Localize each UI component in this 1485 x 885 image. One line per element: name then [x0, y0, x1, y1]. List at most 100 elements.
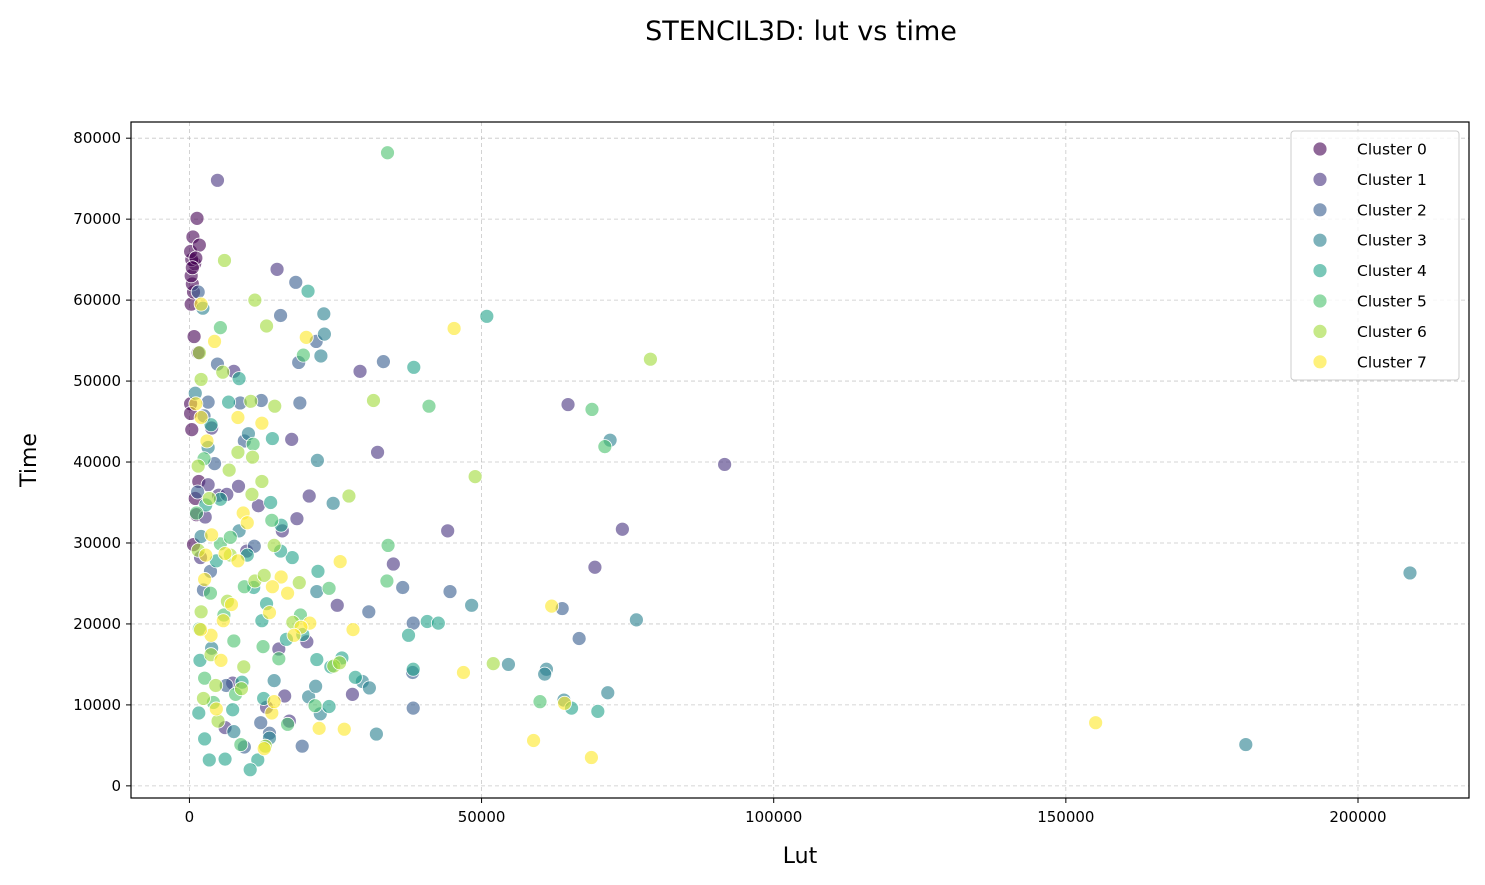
data-point: [442, 584, 458, 599]
data-point: [284, 431, 300, 447]
legend-label: Cluster 0: [1357, 141, 1427, 159]
y-tick-label: 20000: [73, 615, 121, 633]
data-point: [184, 260, 200, 276]
data-point: [345, 622, 361, 638]
legend-marker: [1312, 293, 1328, 309]
data-point: [295, 347, 311, 363]
data-point: [717, 457, 733, 472]
data-point: [201, 752, 217, 768]
legend-label: Cluster 1: [1357, 171, 1427, 189]
data-point: [321, 580, 337, 596]
data-point: [231, 371, 247, 387]
data-point: [292, 395, 308, 411]
data-point: [215, 613, 231, 629]
data-point: [300, 283, 316, 299]
legend-marker: [1312, 354, 1328, 370]
plot-area-frame: [130, 121, 1470, 799]
legend-marker: [1312, 141, 1328, 157]
y-tick-label: 50000: [73, 372, 121, 390]
data-point: [587, 559, 603, 575]
data-point: [193, 604, 209, 620]
data-point: [406, 359, 422, 375]
data-point: [590, 703, 606, 719]
data-point: [191, 237, 207, 253]
data-point: [256, 741, 272, 757]
data-point: [217, 546, 233, 561]
data-point: [243, 393, 259, 409]
data-point: [226, 724, 242, 740]
data-point: [379, 573, 395, 589]
y-tick-label: 30000: [73, 534, 121, 552]
data-point: [189, 210, 205, 226]
data-point: [234, 681, 249, 697]
data-point: [584, 402, 600, 417]
legend-marker: [1312, 202, 1328, 218]
data-point: [336, 721, 352, 737]
data-point: [311, 720, 327, 736]
y-axis-label: Time: [17, 433, 42, 488]
legend-label: Cluster 5: [1357, 293, 1427, 311]
data-point: [262, 605, 277, 621]
data-point: [345, 686, 360, 702]
data-point: [310, 563, 326, 579]
data-point: [341, 488, 357, 504]
series-cluster-7: [188, 296, 1104, 765]
data-point: [352, 363, 368, 379]
legend-box: [1290, 130, 1460, 381]
data-point: [224, 597, 239, 612]
data-point: [201, 491, 217, 506]
data-point: [316, 326, 332, 342]
data-point: [193, 296, 209, 312]
data-point: [191, 705, 207, 721]
data-point: [193, 372, 209, 387]
data-point: [203, 417, 219, 433]
legend-marker: [1312, 171, 1328, 187]
data-point: [203, 585, 218, 601]
chart-title: STENCIL3D: lut vs time: [645, 16, 957, 47]
legend: Cluster 0 Cluster 1 Cluster 2 Cluster 3 Clus…: [1290, 130, 1460, 381]
legend-label: Cluster 2: [1357, 201, 1427, 219]
data-point: [255, 639, 271, 655]
data-point: [614, 521, 630, 537]
legend-marker: [1312, 263, 1328, 279]
data-point: [245, 436, 261, 452]
data-point: [266, 673, 282, 689]
data-point: [286, 627, 302, 643]
data-point: [188, 396, 204, 412]
data-point: [309, 453, 325, 468]
data-point: [190, 484, 206, 500]
data-point: [210, 713, 226, 729]
data-point: [264, 431, 280, 446]
data-point: [643, 351, 658, 367]
data-point: [347, 669, 363, 685]
data-point: [267, 398, 283, 414]
data-point: [294, 738, 310, 754]
data-point: [208, 701, 224, 717]
data-point: [321, 699, 337, 714]
x-tick-label: 150000: [1037, 808, 1094, 826]
data-point: [245, 449, 260, 465]
data-point: [376, 354, 391, 370]
data-point: [584, 750, 599, 765]
data-point: [557, 695, 572, 711]
data-point: [395, 580, 411, 595]
data-point: [307, 698, 323, 714]
y-axis-ticks: 0 10000 20000 30000 40000 50000 60000 70000 8000…: [73, 129, 131, 795]
data-point: [230, 410, 246, 425]
series-cluster-5: [189, 145, 613, 752]
legend-label: Cluster 3: [1357, 232, 1427, 250]
x-axis-label: Lut: [783, 844, 818, 869]
data-point: [221, 462, 237, 478]
data-point: [600, 685, 616, 701]
data-point: [204, 527, 220, 543]
data-point: [301, 488, 317, 504]
y-tick-label: 80000: [73, 129, 121, 147]
data-point: [230, 444, 246, 460]
data-point: [1088, 715, 1104, 731]
data-point: [247, 292, 263, 308]
data-point: [370, 444, 385, 460]
data-point: [184, 422, 200, 438]
legend-label: Cluster 7: [1357, 353, 1427, 371]
data-point: [313, 348, 329, 364]
